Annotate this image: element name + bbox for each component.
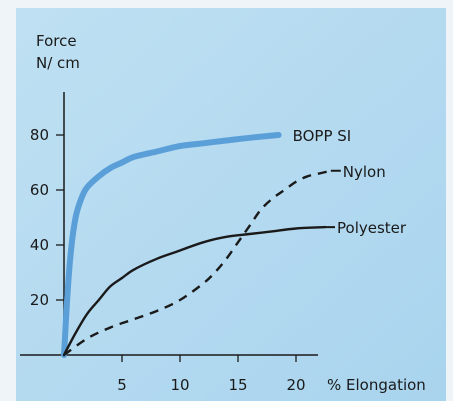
x-tick-label: 15 [228,376,247,394]
series-label-bopp-si: BOPP SI [293,127,352,145]
y-axis-label-line2: N/ cm [36,54,80,72]
series-line-bopp-si [61,132,282,358]
x-tick-label: 5 [117,376,127,394]
x-tick-label: 20 [286,376,305,394]
series-label-nylon: Nylon [343,163,386,181]
y-tick-label: 40 [30,236,49,254]
y-axis-label-line1: Force [36,32,77,50]
plot-background-panel [16,8,446,401]
y-tick-label: 80 [30,126,49,144]
series-label-polyester: Polyester [337,219,407,237]
series-line-polyester [62,225,327,357]
x-tick-label: 10 [170,376,189,394]
y-tick-label: 20 [30,291,49,309]
y-tick-label: 60 [30,181,49,199]
x-axis-label: % Elongation [327,376,426,394]
